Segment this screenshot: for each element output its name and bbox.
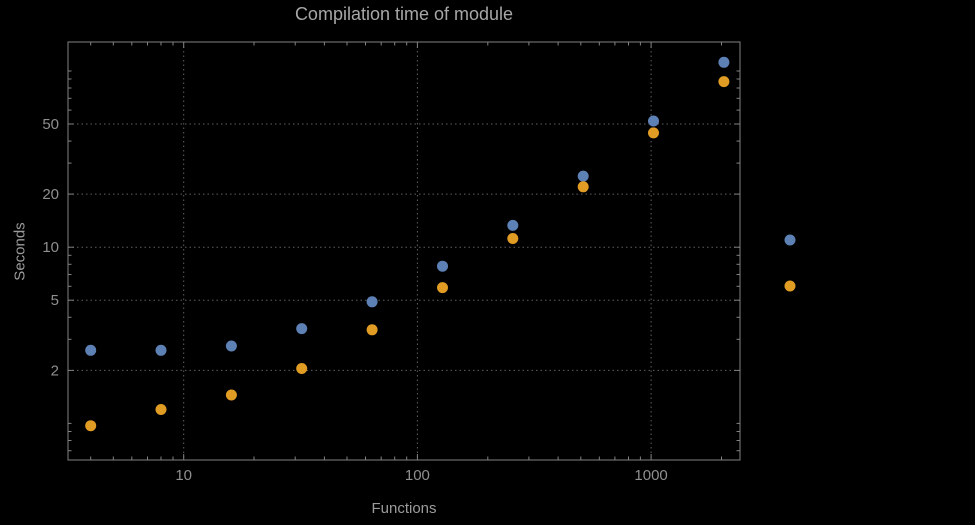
data-point-orange (296, 363, 308, 374)
data-point-blue (718, 56, 730, 68)
data-point-blue (296, 323, 308, 335)
y-tick-label: 10 (42, 239, 59, 256)
chart-title: Compilation time of module (294, 4, 514, 24)
y-tick-label: 20 (42, 186, 59, 203)
data-point-blue (366, 296, 378, 308)
data-point-orange (718, 76, 730, 88)
data-point-blue (648, 115, 659, 127)
legend-marker-blue (784, 234, 796, 246)
data-point-orange (648, 127, 659, 139)
y-tick-label: 50 (42, 116, 59, 133)
data-point-orange (437, 282, 448, 294)
y-axis-label: Seconds (11, 222, 29, 281)
data-point-blue (577, 170, 589, 182)
y-tick-label: 2 (51, 362, 59, 379)
plot-frame (67, 41, 741, 461)
y-tick-label: 5 (51, 292, 59, 309)
x-tick-label: 10 (175, 467, 192, 484)
data-point-orange (155, 404, 167, 415)
data-point-blue (225, 340, 237, 352)
data-point-orange (366, 324, 378, 336)
x-tick-label: 100 (405, 467, 430, 484)
data-point-blue (155, 344, 167, 356)
x-axis-label: Functions (371, 500, 437, 517)
data-point-orange (85, 420, 97, 432)
data-point-orange (577, 181, 589, 193)
data-point-blue (437, 260, 448, 272)
data-point-blue (85, 344, 97, 356)
data-point-orange (507, 233, 519, 244)
data-point-blue (507, 219, 519, 231)
x-tick-label: 1000 (634, 467, 667, 484)
legend-marker-orange (784, 280, 796, 292)
data-point-orange (225, 389, 237, 401)
